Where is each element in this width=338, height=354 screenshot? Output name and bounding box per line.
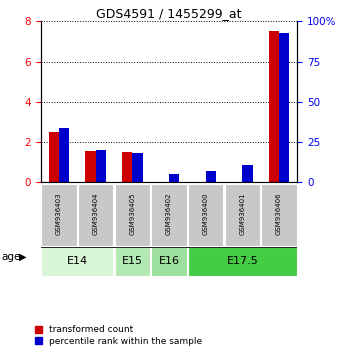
Bar — [242, 165, 253, 182]
FancyBboxPatch shape — [188, 184, 223, 246]
Bar — [49, 132, 59, 182]
Bar — [59, 127, 69, 182]
FancyBboxPatch shape — [151, 247, 187, 275]
FancyBboxPatch shape — [78, 184, 113, 246]
Text: E15: E15 — [122, 256, 143, 267]
Bar — [206, 171, 216, 182]
Bar — [96, 150, 106, 182]
Text: E16: E16 — [159, 256, 179, 267]
Bar — [132, 153, 143, 182]
Text: E14: E14 — [67, 256, 88, 267]
Text: GSM936404: GSM936404 — [93, 192, 99, 235]
Bar — [269, 31, 279, 182]
Text: GSM936405: GSM936405 — [129, 192, 135, 235]
Bar — [122, 152, 132, 182]
Bar — [85, 151, 96, 182]
FancyBboxPatch shape — [115, 247, 150, 275]
Title: GDS4591 / 1455299_at: GDS4591 / 1455299_at — [96, 7, 242, 20]
Text: ▶: ▶ — [19, 252, 26, 262]
Text: age: age — [2, 252, 21, 262]
FancyBboxPatch shape — [151, 184, 187, 246]
Text: GSM936400: GSM936400 — [203, 192, 209, 235]
Text: GSM936406: GSM936406 — [276, 192, 282, 235]
FancyBboxPatch shape — [188, 247, 297, 275]
Bar — [279, 33, 289, 182]
Text: E17.5: E17.5 — [226, 256, 258, 267]
Text: GSM936401: GSM936401 — [239, 192, 245, 235]
FancyBboxPatch shape — [41, 247, 113, 275]
FancyBboxPatch shape — [225, 184, 260, 246]
Bar — [169, 174, 179, 182]
FancyBboxPatch shape — [41, 184, 76, 246]
Text: GSM936403: GSM936403 — [56, 192, 62, 235]
FancyBboxPatch shape — [262, 184, 297, 246]
Legend: transformed count, percentile rank within the sample: transformed count, percentile rank withi… — [35, 325, 202, 346]
Text: GSM936402: GSM936402 — [166, 192, 172, 235]
FancyBboxPatch shape — [115, 184, 150, 246]
